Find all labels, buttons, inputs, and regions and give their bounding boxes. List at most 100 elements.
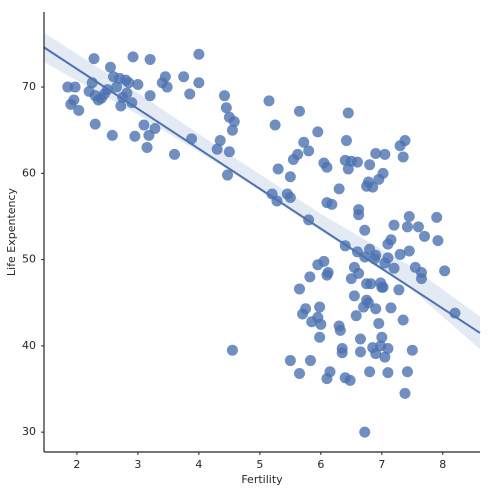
point — [106, 129, 118, 141]
point — [294, 367, 306, 379]
x-tick-label: 8 — [439, 458, 446, 471]
point — [370, 147, 382, 159]
point — [359, 224, 371, 236]
point — [284, 171, 296, 183]
point — [334, 324, 346, 336]
point — [69, 81, 81, 93]
x-tick-label: 4 — [195, 458, 202, 471]
point — [292, 148, 304, 160]
point — [379, 351, 391, 363]
point — [348, 290, 360, 302]
point — [193, 77, 205, 89]
point — [365, 278, 377, 290]
point — [439, 265, 451, 277]
point — [364, 159, 376, 171]
point — [141, 141, 153, 153]
point — [312, 126, 324, 138]
point — [359, 426, 371, 438]
point — [272, 163, 284, 175]
point — [403, 210, 415, 222]
point — [144, 53, 156, 65]
point — [294, 283, 306, 295]
point — [68, 94, 80, 106]
regression-line — [43, 46, 481, 334]
point — [123, 77, 135, 89]
point — [314, 331, 326, 343]
point — [284, 191, 296, 203]
point — [168, 148, 180, 160]
point — [382, 342, 394, 354]
point — [314, 301, 326, 313]
point — [218, 90, 230, 102]
point — [132, 78, 144, 90]
point — [226, 344, 238, 356]
point — [397, 151, 409, 163]
point — [415, 273, 427, 285]
point — [432, 235, 444, 247]
point — [223, 146, 235, 158]
point — [127, 51, 139, 63]
point — [354, 346, 366, 358]
point — [379, 257, 391, 269]
point — [284, 355, 296, 367]
x-axis-label: Fertility — [241, 473, 283, 486]
point — [394, 248, 406, 260]
point — [321, 269, 333, 281]
point — [126, 97, 138, 109]
point — [333, 183, 345, 195]
point — [73, 104, 85, 116]
point — [149, 122, 161, 134]
point — [104, 61, 116, 73]
x-tick-label: 3 — [134, 458, 141, 471]
point — [129, 130, 141, 142]
point — [214, 135, 226, 147]
point — [220, 102, 232, 114]
point — [370, 303, 382, 315]
point — [294, 105, 306, 117]
point — [376, 331, 388, 343]
point — [393, 284, 405, 296]
point — [144, 90, 156, 102]
point — [362, 297, 374, 309]
point — [401, 221, 413, 233]
point — [159, 71, 171, 83]
y-tick-label: 40 — [22, 339, 36, 352]
point — [315, 318, 327, 330]
point — [211, 143, 223, 155]
point — [409, 261, 421, 273]
point — [138, 119, 150, 131]
x-tick-label: 2 — [73, 458, 80, 471]
point — [121, 87, 133, 99]
point — [89, 118, 101, 130]
point — [298, 136, 310, 148]
point — [388, 219, 400, 231]
point — [382, 367, 394, 379]
point — [115, 100, 127, 112]
point — [297, 308, 309, 320]
point — [350, 310, 362, 322]
point — [412, 221, 424, 233]
point — [377, 281, 389, 293]
point — [324, 366, 336, 378]
point — [364, 366, 376, 378]
point — [385, 234, 397, 246]
y-tick-label: 60 — [22, 166, 36, 179]
point — [388, 262, 400, 274]
point — [353, 267, 365, 279]
y-tick-label: 30 — [22, 425, 36, 438]
y-tick-label: 50 — [22, 253, 36, 266]
point — [364, 243, 376, 255]
point — [178, 71, 190, 83]
point — [373, 317, 385, 329]
x-tick-label: 5 — [256, 458, 263, 471]
point — [326, 198, 338, 210]
point — [88, 53, 100, 65]
point — [226, 124, 238, 136]
point — [419, 230, 431, 242]
point — [304, 355, 316, 367]
point — [263, 95, 275, 107]
point — [399, 387, 411, 399]
point — [161, 81, 173, 93]
point — [269, 119, 281, 131]
point — [431, 211, 443, 223]
